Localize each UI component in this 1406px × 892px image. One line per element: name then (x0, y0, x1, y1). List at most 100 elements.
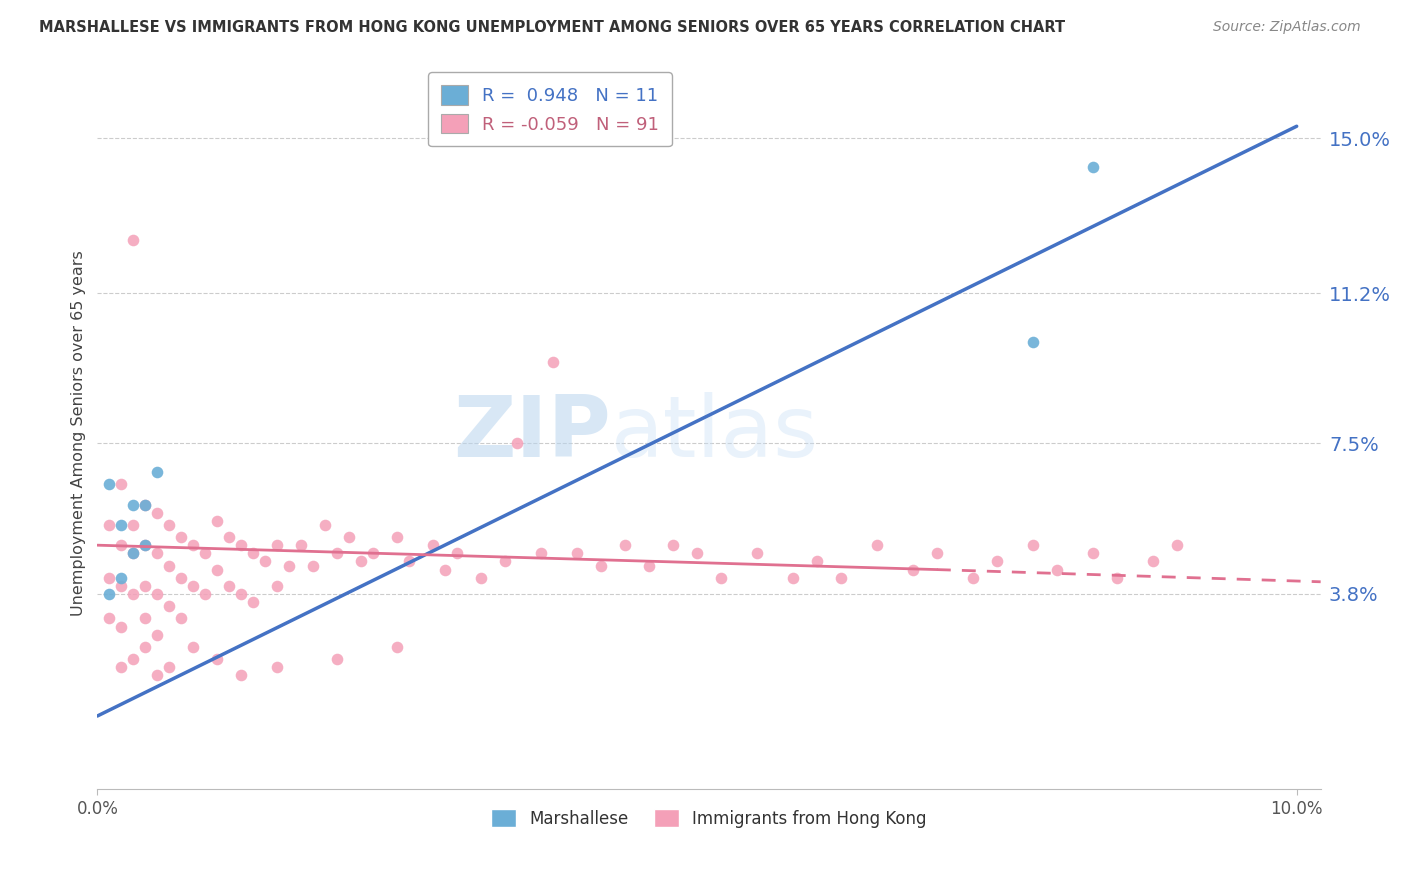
Point (1166, 538, 1188, 552)
Point (134, 611, 156, 625)
Point (98, 477, 121, 491)
Point (122, 498, 145, 512)
Point (1022, 334, 1045, 349)
Point (218, 579, 240, 593)
Point (541, 355, 564, 369)
Point (962, 571, 984, 585)
Point (565, 546, 588, 560)
Point (194, 546, 217, 560)
Y-axis label: Unemployment Among Seniors over 65 years: Unemployment Among Seniors over 65 years (72, 251, 86, 616)
Point (314, 517, 336, 532)
Point (662, 538, 685, 552)
Point (98, 611, 121, 625)
Point (181, 538, 204, 552)
Point (1022, 538, 1045, 552)
Point (302, 558, 325, 573)
Point (266, 579, 288, 593)
Point (1105, 571, 1128, 585)
Point (398, 554, 420, 568)
Point (350, 554, 373, 568)
Point (122, 517, 145, 532)
Point (157, 599, 180, 614)
Point (337, 530, 360, 544)
Point (1081, 160, 1104, 174)
Point (110, 571, 132, 585)
Point (1046, 563, 1069, 577)
Point (866, 538, 889, 552)
Point (686, 546, 709, 560)
Point (157, 558, 180, 573)
Point (326, 546, 349, 560)
Point (207, 563, 229, 577)
Text: Source: ZipAtlas.com: Source: ZipAtlas.com (1213, 20, 1361, 34)
Point (434, 563, 457, 577)
Point (98, 587, 121, 601)
Point (134, 640, 156, 654)
Point (122, 587, 145, 601)
Point (1081, 546, 1104, 560)
Point (146, 465, 169, 479)
Point (146, 546, 169, 560)
Point (830, 571, 852, 585)
Point (170, 611, 193, 625)
Point (207, 514, 229, 528)
Point (207, 652, 229, 666)
Point (134, 538, 156, 552)
Point (385, 530, 408, 544)
Point (446, 546, 468, 560)
Point (146, 506, 169, 520)
Point (110, 477, 132, 491)
Legend: Marshallese, Immigrants from Hong Kong: Marshallese, Immigrants from Hong Kong (485, 803, 934, 834)
Point (122, 233, 145, 247)
Text: MARSHALLESE VS IMMIGRANTS FROM HONG KONG UNEMPLOYMENT AMONG SENIORS OVER 65 YEAR: MARSHALLESE VS IMMIGRANTS FROM HONG KONG… (39, 20, 1066, 35)
Point (110, 538, 132, 552)
Point (1142, 554, 1164, 568)
Point (806, 554, 828, 568)
Text: ZIP: ZIP (453, 392, 612, 475)
Point (326, 652, 349, 666)
Point (157, 517, 180, 532)
Point (98, 517, 121, 532)
Point (530, 546, 553, 560)
Point (242, 546, 264, 560)
Point (422, 538, 444, 552)
Point (146, 668, 169, 682)
Point (98, 571, 121, 585)
Point (181, 640, 204, 654)
Point (146, 587, 169, 601)
Point (110, 579, 132, 593)
Point (231, 587, 253, 601)
Point (506, 436, 529, 450)
Point (290, 538, 312, 552)
Point (146, 628, 169, 642)
Point (266, 660, 288, 674)
Point (638, 558, 661, 573)
Point (110, 619, 132, 633)
Point (494, 554, 516, 568)
Point (901, 563, 924, 577)
Point (782, 571, 804, 585)
Point (134, 538, 156, 552)
Point (986, 554, 1008, 568)
Point (170, 530, 193, 544)
Text: atlas: atlas (612, 392, 820, 475)
Point (925, 546, 948, 560)
Point (231, 538, 253, 552)
Point (218, 530, 240, 544)
Point (134, 498, 156, 512)
Point (122, 652, 145, 666)
Point (157, 660, 180, 674)
Point (242, 595, 264, 609)
Point (745, 546, 768, 560)
Point (385, 640, 408, 654)
Point (110, 660, 132, 674)
Point (122, 546, 145, 560)
Point (122, 546, 145, 560)
Point (134, 579, 156, 593)
Point (170, 571, 193, 585)
Point (278, 558, 301, 573)
Point (231, 668, 253, 682)
Point (266, 538, 288, 552)
Point (194, 587, 217, 601)
Point (134, 498, 156, 512)
